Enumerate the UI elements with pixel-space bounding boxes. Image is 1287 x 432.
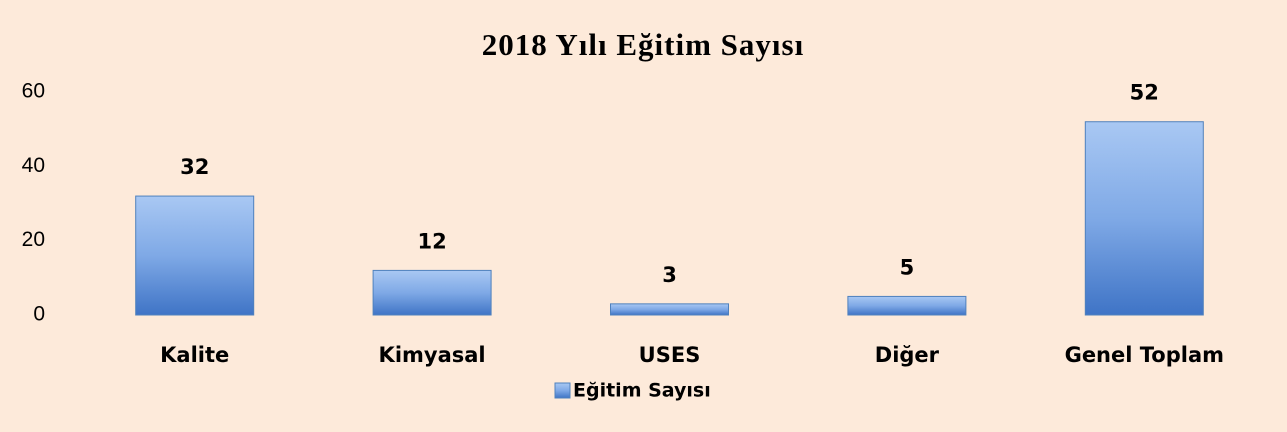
data-label: 5 [900,255,915,279]
bar [847,295,967,316]
chart-title: 2018 Yılı Eğitim Sayısı [482,27,804,62]
legend-label: Eğitim Sayısı [573,380,711,402]
x-tick-label: Diğer [875,343,940,367]
bar [610,303,729,316]
data-label: 12 [417,229,446,253]
x-tick-label: USES [639,343,701,367]
data-label: 52 [1130,81,1159,105]
bar [135,195,255,316]
y-tick-label: 40 [22,154,45,177]
data-label: 32 [180,155,209,179]
bar [372,269,492,316]
data-label: 3 [662,263,677,287]
y-tick-label: 0 [33,303,45,326]
y-tick-label: 20 [22,228,45,251]
y-tick-label: 60 [22,80,45,103]
bar [1084,121,1204,316]
legend-swatch [554,382,571,399]
x-tick-label: Kalite [160,343,229,367]
x-tick-label: Genel Toplam [1065,343,1224,367]
x-tick-label: Kimyasal [379,343,486,367]
